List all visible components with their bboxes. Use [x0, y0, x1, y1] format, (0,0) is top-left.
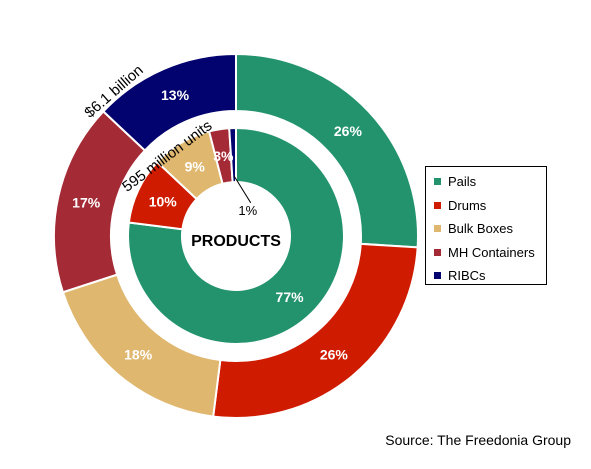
legend-label-bulk-boxes: Bulk Boxes — [448, 221, 514, 237]
inner-label-ribcs: 1% — [238, 203, 257, 218]
legend-swatch-mh-containers — [434, 248, 441, 256]
legend-item-pails: Pails — [434, 170, 546, 194]
legend-label-ribcs: RIBCs — [448, 268, 486, 284]
inner-label-bulk-boxes: 9% — [185, 158, 206, 174]
inner-slice-pails — [127, 126, 345, 345]
outer-label-pails: 26% — [334, 123, 363, 139]
inner-label-drums: 10% — [149, 194, 178, 210]
legend-label-drums: Drums — [448, 197, 487, 213]
legend-swatch-pails — [434, 178, 441, 186]
legend-item-ribcs: RIBCs — [434, 264, 546, 288]
inner-ring — [127, 126, 345, 345]
outer-label-ribcs: 13% — [161, 87, 190, 103]
outer-slice-ribcs — [101, 52, 237, 152]
outer-label-bulk-boxes: 18% — [124, 346, 153, 362]
legend-swatch-ribcs — [434, 272, 441, 280]
inner-label-pails: 77% — [276, 289, 305, 305]
legend-item-mh-containers: MH Containers — [434, 241, 546, 265]
outer-slice-pails — [235, 52, 419, 249]
leader-line-ribcs — [233, 175, 252, 204]
legend-swatch-drums — [434, 201, 441, 209]
outer-ring — [53, 52, 419, 419]
outer-label-drums: 26% — [320, 346, 349, 362]
inner-slice-ribcs — [228, 126, 237, 184]
source-note: Source: The Freedonia Group — [385, 432, 571, 448]
legend-item-drums: Drums — [434, 194, 546, 218]
slice-labels: 26% 26% 18% 17% 13% 77% 10% 9% 3% 1% — [72, 87, 362, 362]
legend-swatch-bulk-boxes — [434, 225, 441, 233]
outer-slice-drums — [212, 242, 419, 419]
center-label: PRODUCTS — [191, 233, 281, 250]
legend-label-pails: Pails — [448, 174, 477, 190]
legend-label-mh-containers: MH Containers — [448, 244, 535, 260]
legend-item-bulk-boxes: Bulk Boxes — [434, 217, 546, 241]
inner-label-mh-containers: 3% — [213, 148, 234, 164]
outer-label-mh-containers: 17% — [72, 195, 101, 211]
legend: Pails Drums Bulk Boxes MH Containers RIBCs — [425, 166, 547, 285]
